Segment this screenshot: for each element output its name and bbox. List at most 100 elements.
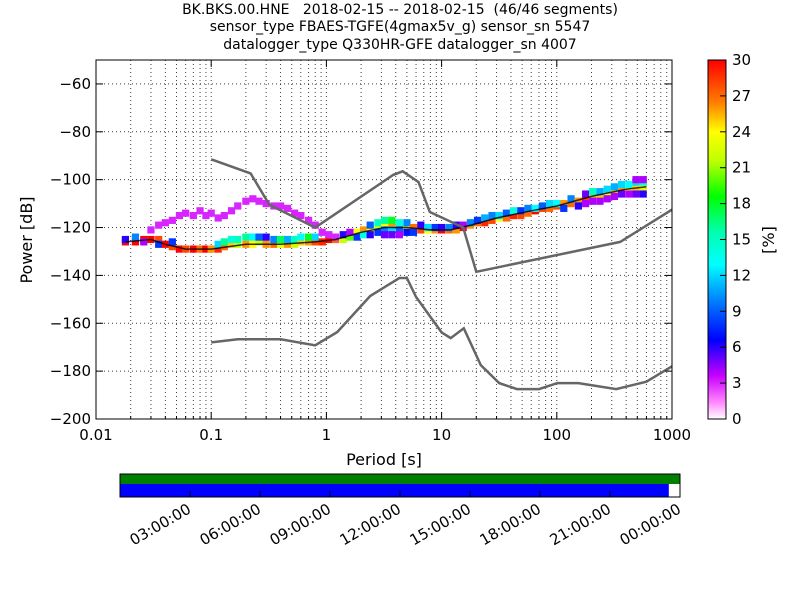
ppsd-bin: [582, 195, 590, 203]
y-axis-label: Power [dB]: [17, 196, 36, 283]
ppsd-bin: [175, 245, 184, 253]
ppsd-bin: [380, 226, 389, 234]
ppsd-bin: [318, 228, 326, 236]
ppsd-bin: [366, 231, 374, 239]
ppsd-bin: [140, 238, 148, 246]
timeline-tick-label: 06:00:00: [197, 500, 264, 549]
ppsd-bin: [388, 221, 396, 229]
ppsd-bin: [214, 214, 222, 222]
ppsd-bin: [617, 180, 626, 189]
ppsd-bin: [632, 176, 640, 184]
gap-bar: [120, 474, 680, 484]
ppsd-bin: [395, 219, 403, 227]
ppsd-bin: [495, 211, 503, 220]
ppsd-bin: [291, 235, 299, 244]
ppsd-bin: [509, 211, 517, 220]
ppsd-bin: [517, 211, 525, 220]
ppsd-bin: [424, 223, 432, 232]
ppsd-bin: [242, 233, 250, 241]
ppsd-bin: [374, 223, 382, 232]
noise-models: [210, 158, 672, 391]
ppsd-bin: [227, 207, 236, 215]
ppsd-bin: [466, 219, 475, 227]
colorbar-tick-label: 24: [732, 123, 751, 141]
ppsd-bin: [220, 211, 228, 220]
ppsd-bin: [249, 233, 257, 241]
ppsd-bin: [395, 226, 403, 234]
ppsd-bin: [596, 192, 604, 201]
x-tick-label: 100: [542, 426, 571, 444]
ppsd-bin: [202, 211, 210, 220]
ppsd-bin: [255, 238, 263, 246]
ppsd-bin: [311, 221, 319, 229]
ppsd-bin: [574, 202, 583, 210]
plot-frame: [95, 59, 673, 420]
ppsd-bin: [311, 233, 319, 241]
noise-model-low: [211, 276, 672, 391]
ppsd-bin: [610, 183, 618, 191]
ppsd-bin: [196, 207, 204, 215]
colorbar-tick-label: 3: [732, 374, 742, 392]
ppsd-bin: [553, 200, 561, 208]
ppsd-bin: [155, 240, 163, 248]
y-tick-label: −160: [50, 314, 91, 332]
y-tick-label: −120: [50, 219, 91, 237]
ppsd-bin: [546, 200, 554, 208]
ppsd-bin: [409, 228, 418, 236]
ppsd-bin: [488, 216, 496, 224]
ppsd-bins: [121, 176, 647, 253]
ppsd-bin: [546, 204, 554, 212]
ppsd-bin: [161, 219, 169, 227]
ppsd-bin: [617, 185, 626, 193]
ppsd-bin: [380, 231, 389, 239]
ppsd-bin: [353, 233, 361, 241]
x-tick-label: 0.01: [79, 426, 112, 444]
timeline-tick-label: 00:00:00: [617, 500, 684, 549]
ppsd-bin: [297, 233, 305, 241]
ppsd-bin: [220, 238, 228, 246]
ppsd-bin: [388, 216, 396, 224]
y-tick-label: −180: [50, 362, 91, 380]
ppsd-bin: [207, 209, 215, 217]
colorbar-tick-label: 9: [732, 302, 742, 320]
ppsd-bin: [625, 190, 633, 198]
colorbar-tick-label: 18: [732, 195, 751, 213]
ppsd-bin: [227, 235, 236, 244]
ppsd-mean-line: [125, 186, 647, 250]
ppsd-bin: [270, 235, 278, 244]
colorbar-axis: 0 3 6 9 12 15 18 21 24 27 30: [720, 51, 751, 428]
ppsd-bin: [346, 233, 354, 241]
ppsd-bin: [639, 190, 647, 198]
ppsd-bin: [283, 204, 292, 212]
ppsd-bin: [168, 238, 176, 246]
data-availability-timeline: 03:00:00 06:00:00 09:00:00 12:00:00 15:00:00…: [119, 473, 684, 549]
ppsd-bin: [331, 233, 340, 241]
ppsd-bin: [431, 223, 439, 232]
noise-model-high: [210, 158, 672, 274]
x-axis: 0.01 0.1 1 10 100 1000: [79, 60, 691, 444]
ppsd-bin: [445, 223, 453, 232]
ppsd-bin: [121, 235, 130, 244]
colorbar-tick-label: 0: [732, 410, 742, 428]
ppsd-bin: [459, 221, 467, 229]
ppsd-bin: [214, 245, 222, 253]
timeline-tick-label: 03:00:00: [127, 500, 194, 549]
ppsd-bin: [417, 221, 425, 229]
ppsd-bin: [473, 216, 482, 224]
ppsd-bin: [596, 188, 604, 196]
ppsd-bin: [182, 209, 190, 217]
ppsd-bin: [538, 202, 547, 210]
colorbar-label: [%]: [759, 226, 778, 254]
ppsd-bin: [234, 202, 242, 210]
data-bar: [120, 484, 669, 497]
ppsd-bin: [359, 226, 368, 234]
ppsd-bin: [632, 190, 640, 198]
ppsd-bin: [403, 228, 411, 236]
timeline-tick-label: 18:00:00: [477, 500, 544, 549]
ppsd-bin: [276, 202, 285, 210]
ppsd-bin: [589, 188, 597, 196]
ppsd-bin: [131, 238, 140, 246]
ppsd-bin: [603, 195, 611, 203]
x-tick-label: 1: [322, 426, 332, 444]
